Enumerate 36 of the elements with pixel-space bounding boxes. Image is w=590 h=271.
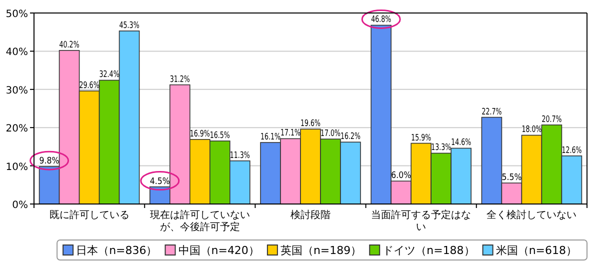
y-tick-label: 40%: [6, 47, 28, 58]
legend-label: 米国（n=618）: [496, 244, 577, 257]
data-label: 46.8%: [371, 15, 400, 26]
x-tick-label: 検討段階: [290, 209, 330, 221]
data-label: 16.2%: [340, 132, 370, 142]
y-tick-label: 10%: [6, 162, 28, 173]
x-tick-label: 全く検討していない: [486, 209, 577, 221]
data-label: 12.6%: [562, 146, 590, 156]
data-label: 31.2%: [170, 74, 198, 85]
data-label: 6.0%: [391, 171, 414, 182]
data-label: 22.7%: [482, 107, 510, 118]
x-tick-label: 当面許可する予定はない: [371, 209, 472, 233]
x-tick-label: 現在は許可していないが、今後許可予定: [150, 209, 250, 233]
x-tick-label: 既に許可している: [49, 209, 130, 221]
data-label: 4.5%: [150, 176, 173, 187]
data-label: 15.9%: [411, 133, 440, 144]
legend-label: 日本（n=836）: [76, 244, 158, 257]
data-label: 9.8%: [39, 156, 62, 167]
y-tick-label: 20%: [6, 124, 28, 135]
data-label: 16.5%: [210, 130, 238, 141]
data-label: 18.0%: [522, 125, 550, 136]
data-label: 14.6%: [451, 138, 480, 148]
y-tick-label: 50%: [6, 9, 28, 20]
data-label: 19.6%: [300, 119, 330, 130]
data-label: 20.7%: [542, 114, 570, 125]
data-label: 11.3%: [230, 150, 258, 161]
data-label: 45.3%: [119, 20, 148, 31]
legend-label: 英国（n=189）: [280, 244, 362, 257]
y-tick-label: 30%: [6, 85, 28, 96]
data-label: 5.5%: [502, 172, 525, 183]
data-label: 40.2%: [59, 40, 88, 50]
data-label: 29.6%: [79, 80, 108, 91]
y-tick-label: 0%: [12, 200, 28, 211]
legend-label: ドイツ（n=188）: [382, 244, 475, 257]
data-label: 32.4%: [99, 70, 128, 80]
legend-label: 中国（n=420）: [178, 244, 260, 257]
